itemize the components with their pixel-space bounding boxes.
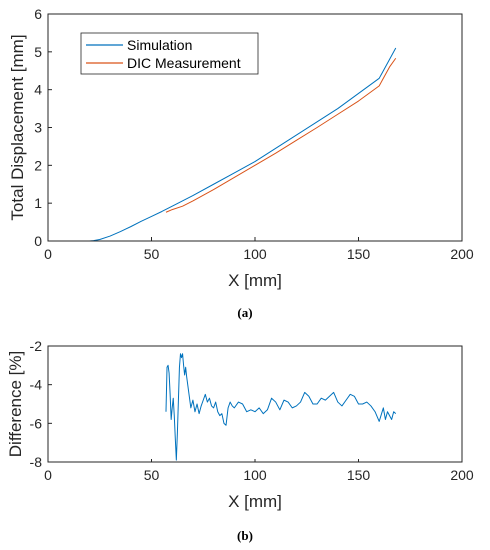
- panel-a-y-axis-label: Total Displacement [mm]: [8, 34, 27, 220]
- panel-b-x-tick-label: 50: [144, 467, 160, 483]
- panel-a-x-tick-label: 150: [347, 246, 371, 262]
- panel-b-y-axis-label: Difference [%]: [6, 351, 25, 457]
- panel-b-caption: (b): [237, 528, 253, 543]
- panel-b-x-tick-label: 100: [243, 467, 267, 483]
- panel-b-y-tick-label: -6: [30, 415, 43, 431]
- panel-b-x-ticks: 0 50 100 150 200: [44, 459, 474, 483]
- panel-a-x-tick-label: 0: [44, 246, 52, 262]
- panel-a-x-axis-label: X [mm]: [228, 271, 282, 290]
- panel-a-y-tick-label: 6: [34, 6, 42, 22]
- panel-b-axes-box: [47, 345, 463, 463]
- legend-box: [80, 32, 259, 75]
- panel-a-x-ticks: 0 50 100 150 200: [44, 237, 474, 262]
- panel-a-y-tick-label: 1: [34, 195, 42, 211]
- series-line-difference: [165, 353, 397, 461]
- panel-a-y-tick-label: 4: [34, 82, 42, 98]
- panel-a-legend: Simulation DIC Measurement: [80, 32, 259, 75]
- panel-a-y-tick-label: 2: [34, 157, 42, 173]
- panel-b-y-tick-label: -8: [30, 454, 43, 470]
- panel-a-series: [68, 47, 397, 242]
- panel-a-chart: 0 50 100 150 200 0 1 2 3 4 5 6 X [mm] Total Displa…: [8, 6, 474, 320]
- panel-b-x-tick-label: 0: [44, 467, 52, 483]
- panel-b-x-tick-label: 200: [450, 467, 474, 483]
- panel-b-y-tick-label: -2: [30, 338, 43, 354]
- panel-b-x-axis-label: X [mm]: [228, 492, 282, 511]
- panel-a-y-tick-label: 0: [34, 233, 42, 249]
- legend-label-simulation: Simulation: [127, 37, 192, 53]
- panel-a-y-ticks: 0 1 2 3 4 5 6: [34, 6, 52, 249]
- series-line-dic-measurement: [165, 57, 397, 213]
- panel-a-caption: (a): [237, 305, 252, 320]
- panel-a-x-tick-label: 50: [144, 246, 160, 262]
- panel-a-y-tick-label: 3: [34, 120, 42, 136]
- series-line-simulation: [68, 47, 397, 242]
- panel-b-x-tick-label: 150: [347, 467, 371, 483]
- panel-b-chart: 0 50 100 150 200 -8 -6 -4 -2 X [mm] Difference …: [6, 338, 474, 543]
- panel-b-y-ticks: -8 -6 -4 -2: [30, 338, 52, 470]
- panel-a-y-tick-label: 5: [34, 44, 42, 60]
- legend-label-dic-measurement: DIC Measurement: [127, 55, 241, 71]
- panel-a-x-tick-label: 200: [450, 246, 474, 262]
- panel-b-series: [165, 353, 397, 461]
- panel-a-x-tick-label: 100: [243, 246, 267, 262]
- panel-b-y-tick-label: -4: [30, 377, 43, 393]
